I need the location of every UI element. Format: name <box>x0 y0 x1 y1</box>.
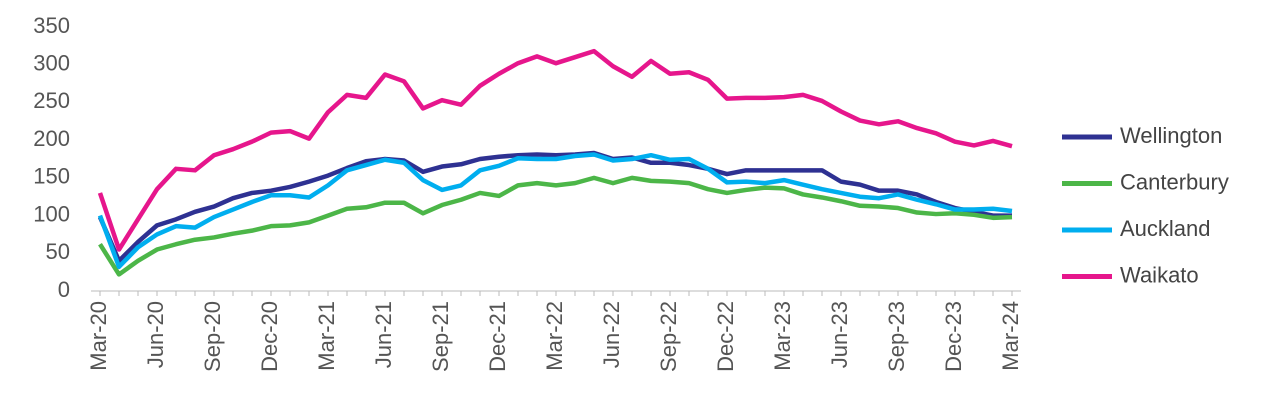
x-tick-label: Dec-22 <box>713 301 738 372</box>
y-tick-label: 300 <box>33 51 70 76</box>
legend-label: Canterbury <box>1120 169 1229 194</box>
x-tick-label: Sep-23 <box>884 301 909 372</box>
legend-label: Auckland <box>1120 216 1211 241</box>
y-tick-label: 250 <box>33 88 70 113</box>
y-tick-label: 100 <box>33 201 70 226</box>
legend-label: Waikato <box>1120 262 1199 287</box>
x-tick-label: Jun-21 <box>371 301 396 368</box>
x-tick-label: Mar-23 <box>770 301 795 371</box>
y-tick-label: 350 <box>33 13 70 38</box>
y-tick-label: 0 <box>58 277 70 302</box>
x-tick-label: Jun-20 <box>143 301 168 368</box>
x-tick-label: Dec-23 <box>941 301 966 372</box>
x-tick-label: Sep-21 <box>428 301 453 372</box>
x-tick-label: Mar-22 <box>542 301 567 371</box>
y-tick-label: 150 <box>33 164 70 189</box>
x-tick-label: Mar-20 <box>86 301 111 371</box>
x-tick-label: Jun-23 <box>827 301 852 368</box>
series-line <box>97 152 1013 270</box>
x-tick-label: Mar-21 <box>314 301 339 371</box>
series-line <box>98 175 1013 277</box>
x-tick-label: Sep-22 <box>656 301 681 372</box>
x-tick-label: Dec-21 <box>485 301 510 372</box>
x-tick-label: Mar-24 <box>998 301 1023 371</box>
series-line <box>97 150 1012 264</box>
legend: Wellington Canterbury Auckland Waikato <box>1062 123 1229 287</box>
y-tick-label: 200 <box>33 126 70 151</box>
y-tick-label: 50 <box>46 239 70 264</box>
x-tick-label: Jun-22 <box>599 301 624 368</box>
series-line <box>97 48 1013 252</box>
legend-label: Wellington <box>1120 123 1222 148</box>
x-tick-label: Dec-20 <box>257 301 282 372</box>
x-tick-label: Sep-20 <box>200 301 225 372</box>
